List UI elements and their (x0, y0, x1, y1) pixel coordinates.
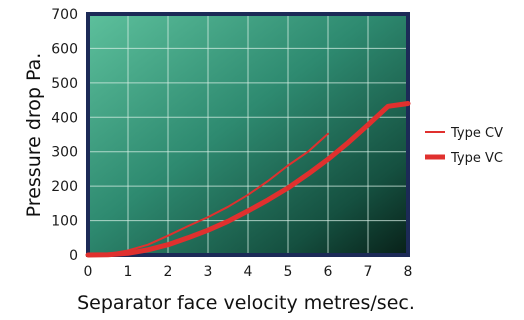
y-axis-title: Pressure drop Pa. (23, 53, 45, 218)
series-lines (85, 101, 411, 258)
legend-item-type-cv: Type CV (425, 126, 503, 141)
legend-label-type-vc: Type VC (450, 151, 503, 166)
y-tick-label: 0 (69, 248, 78, 264)
y-tick-label: 600 (51, 41, 78, 57)
x-tick-label: 1 (124, 264, 133, 280)
y-tick-label: 100 (51, 214, 78, 230)
grid (88, 14, 408, 255)
y-tick-label: 700 (51, 7, 78, 23)
legend-item-type-vc: Type VC (425, 151, 503, 166)
y-tick-label: 400 (51, 110, 78, 126)
plot-frame (86, 12, 410, 257)
x-axis-title: Separator face velocity metres/sec. (77, 292, 415, 314)
x-tick-label: 2 (164, 264, 173, 280)
tick-labels: 0 1 2 3 4 5 6 7 8 0 100 200 300 400 500 600 700 (51, 7, 412, 280)
y-tick-label: 200 (51, 179, 78, 195)
x-tick-label: 6 (324, 264, 333, 280)
legend: Type CV Type VC (425, 126, 503, 166)
x-tick-label: 3 (204, 264, 213, 280)
x-tick-label: 0 (84, 264, 93, 280)
x-tick-label: 8 (404, 264, 413, 280)
series-line-type-cv (87, 132, 329, 256)
x-tick-label: 7 (364, 264, 373, 280)
x-tick-label: 4 (244, 264, 253, 280)
legend-label-type-cv: Type CV (450, 126, 503, 141)
y-tick-label: 300 (51, 145, 78, 161)
y-tick-label: 500 (51, 76, 78, 92)
series-line-type-vc (85, 101, 411, 258)
x-tick-label: 5 (284, 264, 293, 280)
